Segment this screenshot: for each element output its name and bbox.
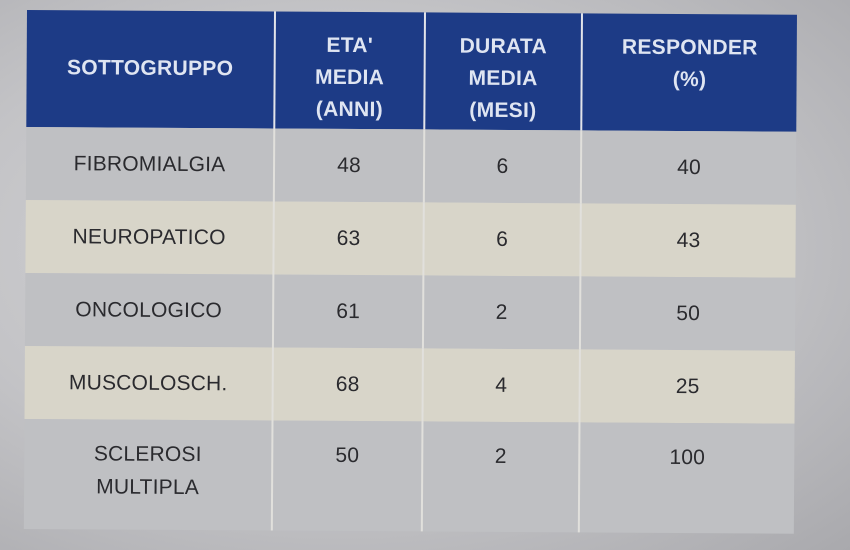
cell-subgroup: SCLEROSI MULTIPLA <box>23 418 273 531</box>
column-header-line: ETA' <box>326 33 374 58</box>
column-header-line: RESPONDER <box>621 35 758 60</box>
column-header-duration: DURATA MEDIA (MESI) <box>424 12 582 131</box>
column-header-line: (ANNI) <box>315 97 384 122</box>
cell-subgroup: MUSCOLOSCH. <box>24 345 273 421</box>
cell-duration: 2 <box>421 421 580 533</box>
column-header-age: ETA' MEDIA (ANNI) <box>274 11 425 130</box>
column-header-line: (%) <box>672 67 707 92</box>
table-header: SOTTOGRUPPO ETA' MEDIA (ANNI) DURATA MEDIA (ME… <box>26 10 797 132</box>
column-header-responder: RESPONDER (%) <box>581 13 797 132</box>
cell-duration: 4 <box>422 348 580 423</box>
cell-line: NEUROPATICO <box>72 224 226 249</box>
cell-duration: 6 <box>423 129 582 204</box>
cell-line: MULTIPLA <box>96 475 200 500</box>
table-row: SCLEROSI MULTIPLA 50 2 100 <box>23 418 795 534</box>
cell-age: 61 <box>272 274 424 349</box>
cell-age: 48 <box>273 128 425 203</box>
cell-subgroup: ONCOLOGICO <box>24 272 274 348</box>
cell-age: 63 <box>273 201 424 276</box>
column-header-line: MEDIA <box>468 66 538 91</box>
column-header-line: SOTTOGRUPPO <box>66 56 234 81</box>
cell-age: 68 <box>272 347 423 422</box>
cell-duration: 6 <box>423 202 581 277</box>
column-header-line: DURATA <box>459 34 548 59</box>
column-header-line: MEDIA <box>314 65 385 90</box>
column-header-line: (MESI) <box>469 98 537 123</box>
cell-line: MUSCOLOSCH. <box>68 370 228 395</box>
cell-line: ONCOLOGICO <box>75 297 223 322</box>
cell-responder: 40 <box>580 130 797 205</box>
cell-responder: 50 <box>579 276 796 351</box>
cell-responder: 100 <box>578 422 795 534</box>
cell-subgroup: NEUROPATICO <box>25 199 274 275</box>
data-table: SOTTOGRUPPO ETA' MEDIA (ANNI) DURATA MEDIA (ME… <box>23 10 797 534</box>
cell-responder: 25 <box>579 349 795 424</box>
table-body: FIBROMIALGIA 48 6 40 NEUROPATICO 63 6 43 ONCOLOG… <box>23 126 797 534</box>
table-row: FIBROMIALGIA 48 6 40 <box>25 126 797 205</box>
header-row: SOTTOGRUPPO ETA' MEDIA (ANNI) DURATA MEDIA (ME… <box>26 10 797 132</box>
cell-subgroup: FIBROMIALGIA <box>25 126 275 202</box>
table-row: NEUROPATICO 63 6 43 <box>25 199 796 278</box>
cell-line: SCLEROSI <box>93 442 202 467</box>
column-header-subgroup: SOTTOGRUPPO <box>26 10 275 129</box>
table-row: MUSCOLOSCH. 68 4 25 <box>24 345 795 424</box>
cell-age: 50 <box>271 420 423 532</box>
cell-duration: 2 <box>422 275 581 350</box>
cell-responder: 43 <box>580 203 796 278</box>
cell-line: FIBROMIALGIA <box>73 151 226 176</box>
table-row: ONCOLOGICO 61 2 50 <box>24 272 796 351</box>
